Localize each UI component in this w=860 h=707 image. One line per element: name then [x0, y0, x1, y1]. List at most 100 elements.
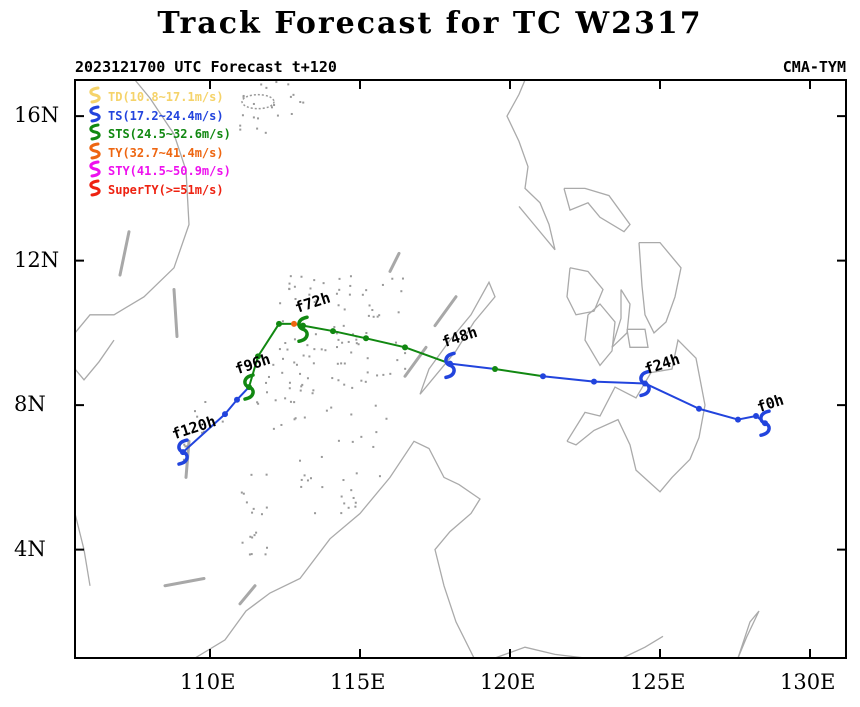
island-dot	[253, 534, 256, 537]
forecast-hour-label: f72h	[293, 289, 333, 317]
island-dot	[365, 332, 368, 335]
island-dot	[300, 275, 303, 278]
coastline	[566, 338, 706, 493]
island-dot	[290, 112, 293, 115]
island-dot	[300, 478, 303, 481]
lat-tick-label: 8N	[14, 392, 46, 417]
track-segment	[494, 368, 544, 378]
island-dot	[294, 417, 297, 420]
track-point	[696, 405, 702, 412]
island-dot	[378, 475, 381, 478]
island-dot	[288, 287, 291, 290]
track-segment	[182, 413, 226, 453]
track-point	[276, 320, 282, 327]
island-dot	[249, 535, 252, 538]
island-dot	[303, 416, 306, 419]
track-segment	[302, 324, 334, 333]
island-dot	[338, 288, 341, 291]
track-point	[753, 412, 759, 419]
island-dot	[204, 401, 207, 404]
island-dot	[306, 479, 309, 482]
cyclone-symbol	[759, 409, 771, 437]
legend-item: SuperTY(>=51m/s)	[88, 179, 224, 199]
forecast-hour-label: f120h	[170, 412, 219, 443]
track-segment	[365, 337, 406, 349]
lon-tick-label: 120E	[480, 670, 536, 694]
island-dot	[292, 93, 295, 96]
island-dot	[306, 377, 309, 380]
coastline	[506, 80, 556, 251]
island-dot	[278, 348, 281, 351]
island-dot	[309, 477, 312, 480]
island-dot	[239, 128, 242, 131]
track-segment	[449, 362, 496, 370]
island-dot	[288, 381, 291, 384]
island-dot	[301, 383, 304, 386]
island-dot	[331, 377, 334, 380]
island-dot	[312, 389, 315, 392]
island-dot	[201, 431, 204, 434]
legend-item: TD(10.8~17.1m/s)	[88, 86, 224, 106]
island-dot	[289, 400, 292, 403]
island-dot	[284, 342, 287, 345]
track-segment	[248, 356, 259, 388]
track-segment	[224, 399, 238, 415]
island-dot	[276, 114, 279, 117]
island-dot	[320, 348, 323, 351]
island-dot	[302, 354, 305, 357]
island-dot	[349, 284, 352, 287]
island-dot	[368, 304, 371, 307]
lat-tick-label: 16N	[14, 103, 60, 128]
reef-line	[388, 251, 401, 273]
island-dot	[391, 277, 394, 280]
cyclone-legend-icon	[88, 142, 108, 164]
island-dot	[351, 333, 354, 336]
island-dot	[351, 440, 354, 443]
island-dot	[221, 420, 224, 423]
track-point	[402, 344, 408, 351]
island-dot	[350, 351, 353, 354]
track-point	[591, 378, 597, 385]
island-dot	[355, 472, 358, 475]
island-dot	[354, 501, 357, 504]
reef-line	[118, 230, 131, 277]
island-dot	[293, 285, 296, 288]
atoll	[241, 93, 275, 110]
island-dot	[282, 357, 285, 360]
island-dot	[265, 506, 268, 509]
island-dot	[341, 341, 344, 344]
island-dot	[184, 445, 187, 448]
island-dot	[337, 439, 340, 442]
island-dot	[308, 293, 311, 296]
island-dot	[382, 373, 385, 376]
forecast-time-label: 2023121700 UTC Forecast t+120	[75, 58, 337, 76]
coastline	[611, 289, 631, 348]
island-dot	[371, 309, 374, 312]
track-segment	[698, 407, 739, 421]
island-dot	[343, 362, 346, 365]
island-dot	[351, 386, 354, 389]
island-dot	[289, 275, 292, 278]
coastline	[494, 635, 664, 658]
island-dot	[396, 359, 399, 362]
island-dot	[287, 83, 290, 86]
legend-item: TY(32.7~41.4m/s)	[88, 142, 224, 164]
island-dot	[252, 507, 255, 510]
island-dot	[273, 104, 276, 107]
figure-title: Track Forecast for TC W2317	[157, 6, 703, 41]
island-dot	[265, 473, 268, 476]
island-dot	[288, 282, 291, 285]
island-dot	[294, 297, 297, 300]
lon-tick-label: 130E	[780, 670, 836, 694]
island-dot	[280, 423, 283, 426]
track-line-layer	[182, 322, 766, 453]
cyclone-symbols-layer	[177, 315, 771, 466]
island-dot	[338, 277, 341, 280]
island-dot	[314, 512, 317, 515]
coastline	[194, 440, 481, 658]
island-dot	[248, 553, 251, 556]
island-dot	[336, 346, 339, 349]
island-dot	[325, 409, 328, 412]
